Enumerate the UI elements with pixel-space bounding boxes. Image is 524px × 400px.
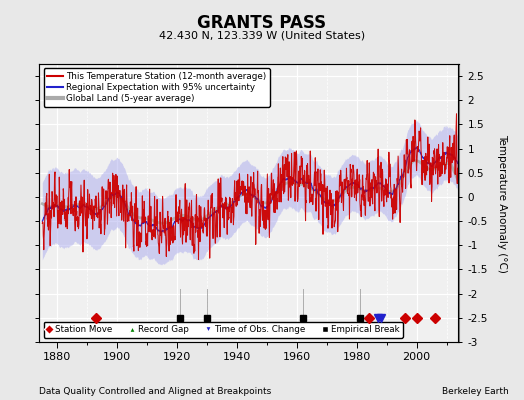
Text: GRANTS PASS: GRANTS PASS <box>198 14 326 32</box>
Y-axis label: Temperature Anomaly (°C): Temperature Anomaly (°C) <box>497 134 507 272</box>
Text: 42.430 N, 123.339 W (United States): 42.430 N, 123.339 W (United States) <box>159 30 365 40</box>
Text: Data Quality Controlled and Aligned at Breakpoints: Data Quality Controlled and Aligned at B… <box>39 387 271 396</box>
Text: Berkeley Earth: Berkeley Earth <box>442 387 508 396</box>
Legend: Station Move, Record Gap, Time of Obs. Change, Empirical Break: Station Move, Record Gap, Time of Obs. C… <box>43 322 402 338</box>
